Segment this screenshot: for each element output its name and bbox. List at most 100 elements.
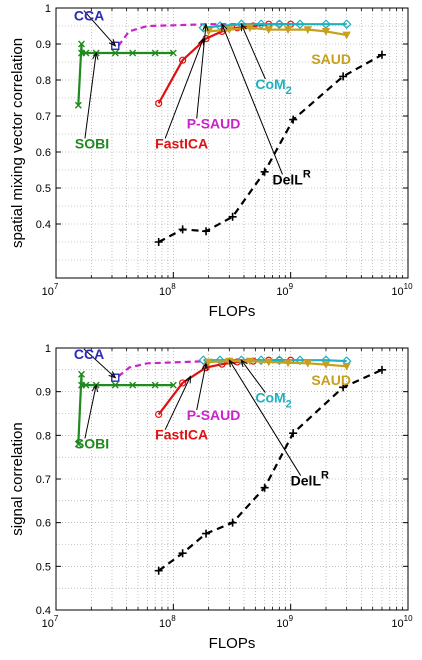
- data-point-saud: [321, 361, 331, 369]
- annotation-arrowhead-sobi: [91, 383, 99, 393]
- annotation-arrow-com2: [240, 23, 266, 80]
- annotation-saud: SAUD: [311, 51, 351, 67]
- y-tick-label: 0.6: [36, 147, 51, 159]
- data-point-saud: [342, 31, 351, 40]
- data-point-sobi: [78, 370, 86, 378]
- plot-area: [56, 348, 408, 610]
- data-point-com2: [274, 355, 285, 366]
- annotation-subscript-com2: 2: [286, 399, 292, 411]
- annotation-text-fastica: FastICA: [155, 427, 208, 443]
- data-point-saud: [303, 26, 312, 34]
- data-point-sobi: [111, 49, 119, 57]
- data-point-saud: [225, 26, 234, 34]
- y-axis-label: signal correlation: [9, 422, 26, 535]
- x-tick-base: 10: [42, 286, 54, 298]
- annotation-text-saud: SAUD: [311, 372, 351, 388]
- annotation-fastica: FastICA: [155, 135, 208, 151]
- data-point-dellr: [228, 212, 237, 221]
- data-point-dellr: [178, 225, 187, 234]
- annotation-arrow-p-saud: [196, 24, 207, 119]
- y-tick-label: 0.6: [36, 518, 51, 530]
- data-point-sobi: [129, 49, 137, 57]
- annotation-arrow-cca: [83, 10, 116, 47]
- x-tick-exponent: 7: [54, 282, 59, 291]
- data-point-fastica: [155, 99, 163, 108]
- annotation-com2: CoM2: [255, 76, 291, 97]
- y-tick-label: 0.8: [36, 75, 51, 87]
- data-point-dellr: [377, 50, 386, 59]
- data-point-dellr: [260, 483, 269, 492]
- data-point-sobi: [82, 381, 90, 389]
- data-point-fastica: [179, 56, 187, 64]
- x-axis-label: FLOPs: [209, 303, 256, 320]
- y-axis-label: spatial mixing vector correlation: [9, 38, 26, 248]
- data-point-saud: [264, 26, 273, 34]
- x-tick-label: 107: [42, 614, 59, 630]
- data-point-dellr: [289, 429, 298, 438]
- x-tick-exponent: 7: [54, 614, 59, 623]
- data-point-saud: [303, 359, 312, 368]
- x-tick-base: 10: [276, 618, 288, 630]
- annotation-superscript-dellr: R: [303, 168, 311, 180]
- data-point-saud: [321, 28, 331, 36]
- data-point-sobi: [169, 381, 177, 389]
- annotation-arrow-dellr: [228, 359, 302, 476]
- chart-spatial-mixing-vector-correlation: 107 108 109 10100.40.50.60.70.80.91FLOPsspa…: [9, 3, 413, 320]
- annotation-text-cca: CCA: [74, 346, 104, 362]
- data-point-saud: [283, 359, 293, 368]
- annotation-arrowhead-com2: [240, 23, 247, 32]
- data-point-saud: [342, 362, 351, 371]
- annotation-arrowhead-cca: [108, 39, 117, 47]
- x-tick-exponent: 8: [171, 282, 176, 291]
- annotation-arrowhead-cca: [108, 371, 117, 379]
- data-point-com2: [274, 19, 285, 30]
- x-tick-label: 108: [159, 614, 176, 630]
- x-axis-label: FLOPs: [209, 635, 256, 652]
- data-point-dellr: [260, 167, 269, 176]
- annotation-arrow-sobi: [84, 385, 97, 439]
- annotation-text-com2: CoM: [255, 76, 285, 92]
- chart-signal-correlation: 107 108 109 10100.40.50.60.70.80.91FLOPssig…: [9, 343, 413, 652]
- data-point-sobi: [78, 40, 86, 48]
- series-line-dellr: [158, 368, 383, 572]
- data-point-fastica: [179, 379, 187, 387]
- data-point-dellr: [202, 227, 211, 236]
- y-tick-label: 1: [45, 343, 51, 355]
- x-tick-base: 10: [391, 286, 403, 298]
- annotation-cca: CCA: [74, 8, 104, 24]
- annotation-arrow-fastica: [164, 376, 191, 430]
- annotation-superscript-dellr: R: [321, 470, 329, 482]
- y-tick-label: 0.5: [36, 561, 51, 573]
- annotation-sobi: SOBI: [75, 435, 109, 451]
- annotation-arrow-com2: [240, 359, 266, 393]
- annotation-text-dellr: DelL: [272, 171, 303, 187]
- annotation-arrowhead-p-saud: [201, 362, 208, 371]
- data-point-saud: [204, 28, 213, 36]
- data-point-dellr: [228, 518, 237, 527]
- data-point-com2: [256, 355, 266, 366]
- annotation-arrow-fastica: [164, 38, 204, 139]
- annotation-text-saud: SAUD: [311, 51, 351, 67]
- data-point-saud: [245, 24, 255, 33]
- annotation-text-cca: CCA: [74, 8, 104, 24]
- x-tick-label: 108: [159, 282, 176, 298]
- x-tick-exponent: 9: [289, 614, 294, 623]
- data-point-dellr: [339, 383, 348, 392]
- data-point-dellr: [154, 566, 163, 575]
- data-point-sobi: [129, 381, 137, 389]
- annotation-arrow-p-saud: [196, 363, 207, 411]
- annotation-arrow-cca: [83, 348, 116, 379]
- data-point-saud: [264, 358, 273, 367]
- data-point-dellr: [339, 72, 348, 81]
- data-point-com2: [215, 355, 225, 366]
- data-point-sobi: [169, 49, 177, 57]
- data-point-sobi: [82, 49, 90, 57]
- x-tick-base: 10: [42, 618, 54, 630]
- annotation-text-sobi: SOBI: [75, 135, 109, 151]
- annotation-arrow-dellr: [221, 24, 283, 175]
- x-tick-base: 10: [159, 286, 171, 298]
- x-tick-label: 109: [276, 282, 293, 298]
- data-point-com2: [341, 19, 352, 30]
- data-point-com2: [236, 355, 247, 366]
